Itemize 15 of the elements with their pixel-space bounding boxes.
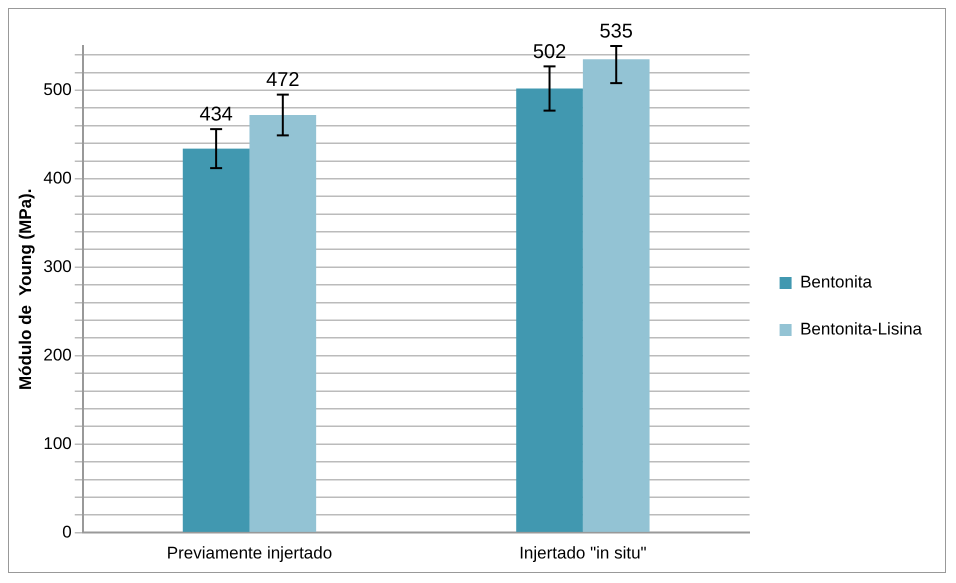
y-tick-label: 200 [43,345,72,364]
x-tick-label: Injertado "in situ" [519,543,647,562]
legend-label: Bentonita-Lisina [800,320,923,339]
y-tick-label: 300 [43,256,72,276]
data-label: 535 [600,20,633,43]
y-tick-label: 500 [43,80,72,99]
data-label: 502 [532,40,566,63]
legend-label: Bentonita [800,272,872,292]
data-label: 472 [266,69,300,92]
x-tick-label: Previamente injertado [166,543,332,562]
y-axis-title: Módulo de Young (MPa). [16,188,35,390]
data-label: 434 [199,104,233,126]
y-tick-label: 400 [43,168,72,188]
y-tick-label: 100 [43,434,72,453]
y-tick-label: 0 [62,522,72,542]
